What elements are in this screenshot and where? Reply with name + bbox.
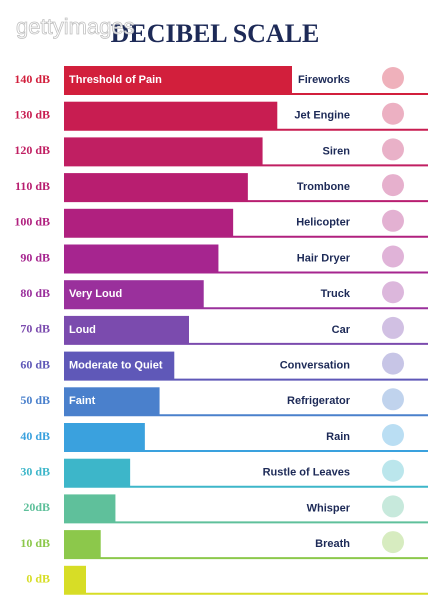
icon	[382, 531, 404, 554]
category-label: Helicopter	[296, 217, 351, 229]
bar	[64, 137, 263, 166]
value-label: 30 dB	[20, 464, 50, 478]
category-label: Truck	[321, 288, 351, 300]
value-label: 60 dB	[20, 357, 50, 371]
bar	[64, 208, 234, 237]
bar	[64, 101, 278, 130]
zone-label: Threshold of Pain	[69, 74, 162, 86]
bar	[64, 458, 131, 487]
icon	[382, 245, 404, 268]
category-label: Rustle of Leaves	[263, 467, 350, 479]
icon	[382, 316, 404, 339]
bar	[64, 280, 204, 309]
value-label: 110 dB	[15, 179, 50, 193]
bar	[64, 351, 175, 380]
icon	[382, 388, 404, 411]
icon	[382, 352, 404, 375]
value-label: 20dB	[23, 500, 50, 514]
icon	[382, 102, 404, 125]
value-label: 70 dB	[20, 322, 50, 336]
category-label: Refrigerator	[287, 395, 351, 407]
bar	[64, 66, 292, 94]
icon	[382, 174, 404, 197]
bar	[64, 387, 160, 416]
zone-label: Very Loud	[69, 288, 122, 300]
category-label: Jet Engine	[294, 110, 350, 122]
value-label: 90 dB	[20, 250, 50, 264]
category-label: Breath	[315, 538, 350, 550]
bar	[64, 173, 248, 202]
value-label: 130 dB	[14, 107, 50, 121]
category-label: Car	[332, 324, 351, 336]
zone-label: Moderate to Quiet	[69, 360, 163, 372]
category-label: Fireworks	[298, 74, 350, 86]
value-label: 40 dB	[20, 429, 50, 443]
bar	[64, 244, 219, 273]
zone-label: Faint	[69, 395, 96, 407]
category-label: Trombone	[297, 181, 350, 193]
bar	[64, 565, 86, 594]
value-label: 100 dB	[14, 215, 50, 229]
value-label: 120 dB	[14, 143, 50, 157]
category-label: Hair Dryer	[297, 252, 351, 264]
zone-label: Loud	[69, 324, 96, 336]
category-label: Whisper	[307, 502, 351, 514]
icon	[382, 459, 404, 482]
value-label: 10 dB	[20, 536, 50, 550]
value-label: 140 dB	[14, 72, 50, 86]
icon	[382, 495, 404, 518]
icon	[382, 209, 404, 232]
value-label: 80 dB	[20, 286, 50, 300]
icon	[382, 138, 404, 161]
watermark: gettyimages	[16, 14, 135, 39]
category-label: Conversation	[280, 360, 351, 372]
icon	[382, 67, 404, 89]
bar	[64, 315, 189, 344]
bar	[64, 530, 101, 559]
value-label: 0 dB	[26, 572, 50, 586]
category-label: Siren	[322, 145, 350, 157]
icon	[382, 281, 404, 304]
bar	[64, 423, 145, 451]
icon	[382, 424, 404, 446]
value-label: 50 dB	[20, 393, 50, 407]
bar	[64, 494, 116, 523]
chart-title: DECIBEL SCALE	[111, 19, 320, 48]
category-label: Rain	[326, 431, 350, 443]
